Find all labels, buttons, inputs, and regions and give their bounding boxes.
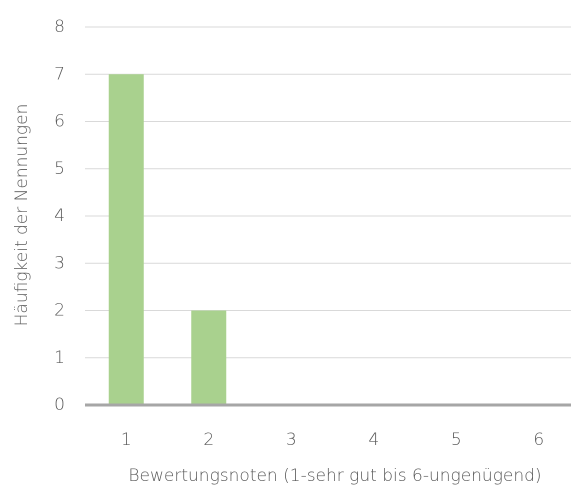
bar: [108, 74, 144, 405]
y-tick-label: 5: [54, 159, 65, 179]
x-tick-label: 3: [286, 430, 297, 450]
y-tick-label: 0: [54, 395, 65, 415]
y-tick-label: 2: [54, 301, 65, 321]
x-tick-label: 4: [368, 430, 379, 450]
y-tick-label: 8: [54, 17, 65, 37]
x-tick-label: 1: [121, 430, 132, 450]
y-tick-label: 6: [54, 112, 65, 132]
y-tick-label: 1: [54, 348, 65, 368]
y-tick-label: 7: [54, 64, 65, 84]
x-tick-label: 5: [451, 430, 462, 450]
y-tick-label: 4: [54, 206, 65, 226]
x-axis-label: Bewertungsnoten (1-sehr gut bis 6-ungenü…: [128, 466, 541, 486]
y-axis-label: Häufigkeit der Nennungen: [12, 104, 32, 327]
y-tick-label: 3: [54, 253, 65, 273]
x-tick-label: 2: [203, 430, 214, 450]
x-tick-label: 6: [533, 430, 544, 450]
bar: [191, 310, 227, 405]
